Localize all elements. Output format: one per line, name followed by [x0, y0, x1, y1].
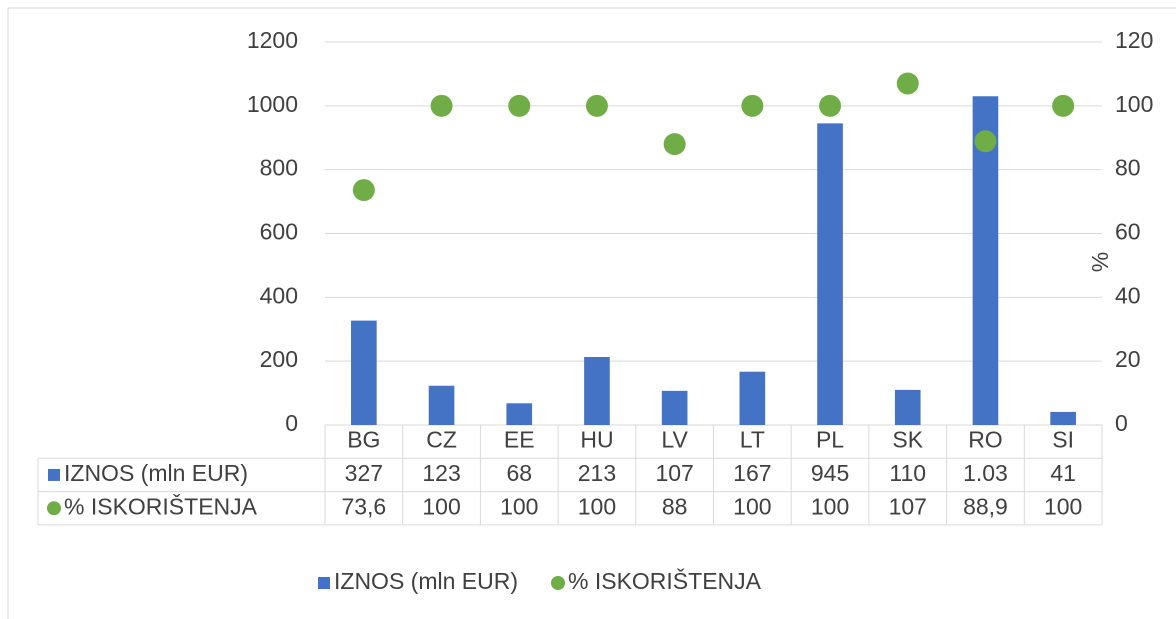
x-tick-label: RO — [968, 427, 1003, 453]
table-value: 100 — [811, 493, 849, 519]
table-value: 945 — [811, 460, 849, 486]
table-value: 107 — [889, 493, 927, 519]
table-value: 88,9 — [963, 493, 1008, 519]
bar — [584, 357, 610, 425]
table-value: 123 — [422, 460, 460, 486]
y2-tick-label: 20 — [1115, 346, 1141, 372]
x-tick-label: HU — [580, 427, 613, 453]
point — [508, 94, 531, 117]
bar — [739, 371, 766, 425]
bar — [506, 403, 533, 425]
y-tick-label: 200 — [260, 346, 298, 372]
x-tick-label: LT — [740, 427, 765, 453]
x-tick-label: SK — [892, 427, 923, 453]
point — [896, 72, 919, 95]
point — [974, 130, 997, 153]
legend-key — [551, 576, 565, 590]
table-series-name: IZNOS (mln EUR) — [64, 460, 248, 486]
table-value: 167 — [733, 460, 771, 486]
x-tick-label: LV — [661, 427, 688, 453]
y-tick-label: 0 — [285, 410, 298, 436]
legend-key — [318, 577, 330, 589]
point — [430, 94, 453, 117]
table-value: 1.03 — [963, 460, 1008, 486]
y2-tick-label: 0 — [1115, 410, 1128, 436]
table-value: 100 — [578, 493, 616, 519]
table-value: 41 — [1050, 460, 1076, 486]
x-tick-label: CZ — [426, 427, 457, 453]
chart-border — [7, 7, 1176, 619]
legend-label: % ISKORIŠTENJA — [568, 567, 762, 594]
bar — [351, 320, 377, 425]
point — [663, 133, 686, 156]
y2-tick-label: 100 — [1115, 91, 1153, 117]
table-value: 88 — [662, 493, 688, 519]
point — [741, 94, 764, 117]
table-value: 73,6 — [341, 493, 386, 519]
bar — [817, 123, 843, 425]
bar — [661, 390, 688, 425]
table-value: 327 — [345, 460, 383, 486]
x-tick-label: EE — [504, 427, 535, 453]
table-value: 100 — [733, 493, 771, 519]
y-tick-label: 600 — [260, 219, 298, 245]
y2-axis-label: % — [1087, 252, 1113, 272]
point — [1052, 94, 1075, 117]
y2-tick-label: 80 — [1115, 155, 1141, 181]
y2-tick-label: 40 — [1115, 282, 1141, 308]
table-value: 68 — [506, 460, 532, 486]
legend-label: IZNOS (mln EUR) — [334, 568, 518, 594]
x-tick-label: BG — [347, 427, 380, 453]
point — [819, 94, 842, 117]
table-value: 100 — [500, 493, 538, 519]
y-tick-label: 1000 — [247, 91, 298, 117]
table-legend-key — [48, 468, 60, 481]
table-value: 107 — [655, 460, 693, 486]
y-tick-label: 1200 — [247, 27, 298, 53]
bar — [1050, 411, 1076, 425]
y2-tick-label: 120 — [1115, 27, 1153, 53]
table-value: 100 — [422, 493, 460, 519]
table-value: 110 — [889, 460, 926, 486]
table-value: 100 — [1044, 493, 1082, 519]
y2-tick-label: 60 — [1115, 219, 1141, 245]
bar — [894, 389, 921, 425]
bar — [428, 385, 455, 425]
x-tick-label: PL — [816, 427, 844, 453]
y-tick-label: 400 — [260, 282, 298, 308]
y-tick-label: 800 — [260, 155, 298, 181]
point — [585, 94, 608, 117]
x-tick-label: SI — [1052, 427, 1074, 453]
table-legend-key — [47, 501, 61, 516]
table-series-name: % ISKORIŠTENJA — [64, 492, 258, 519]
point — [352, 179, 375, 202]
table-value: 213 — [578, 460, 616, 486]
